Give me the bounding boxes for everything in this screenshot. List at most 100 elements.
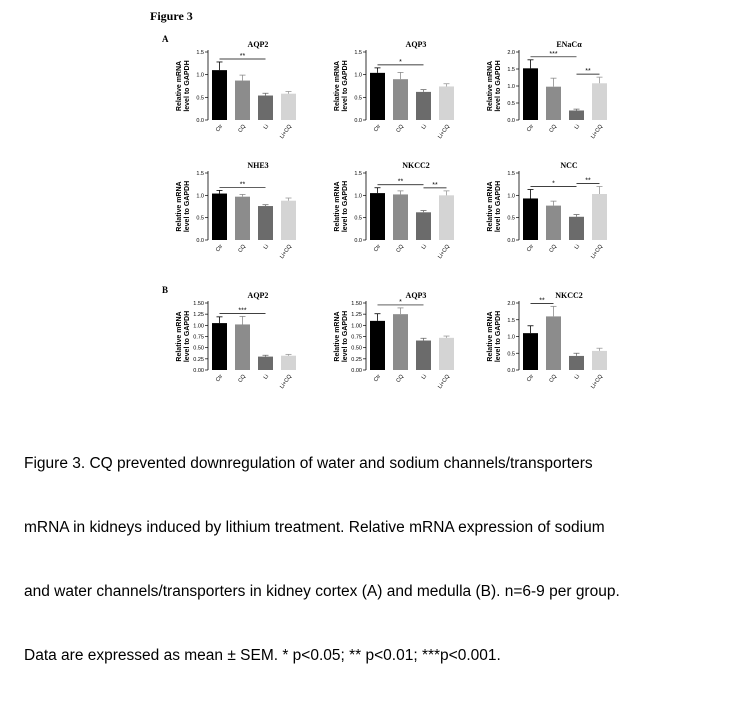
y-tick-label: 1.0: [507, 335, 515, 341]
y-tick-label: 0.25: [193, 357, 204, 363]
significance-label: **: [539, 297, 545, 304]
y-tick-label: 1.5: [196, 171, 204, 177]
y-axis-label-line-1: Relative mRNA: [334, 181, 341, 231]
y-tick-label: 1.0: [196, 73, 204, 79]
y-axis-label-line-2: level to GAPDH: [342, 60, 349, 111]
chart-title: NKCC2: [555, 291, 583, 300]
x-tick-label: CQ: [548, 373, 558, 384]
y-tick-label: 0.0: [354, 238, 362, 244]
bar-cq: [393, 194, 408, 240]
y-tick-label: 1.5: [196, 50, 204, 56]
chart-title: NCC: [560, 161, 578, 170]
significance-label: **: [398, 179, 404, 186]
y-axis-label: Relative mRNAlevel to GAPDH: [176, 181, 191, 232]
chart-title: NHE3: [247, 161, 268, 170]
bar-cq: [235, 196, 250, 240]
bar-li-cq: [439, 195, 454, 240]
y-tick-label: 0.00: [193, 368, 204, 374]
y-tick-label: 0.0: [507, 368, 515, 374]
y-axis-label: Relative mRNAlevel to GAPDH: [334, 311, 349, 362]
y-tick-label: 1.0: [507, 84, 515, 90]
y-axis-label-line-2: level to GAPDH: [184, 60, 191, 111]
x-tick-label: Li+CQ: [590, 123, 604, 140]
bar-li-cq: [592, 193, 607, 240]
x-tick-label: Ctr: [526, 124, 535, 134]
bar-li-cq: [439, 86, 454, 120]
y-axis-label: Relative mRNAlevel to GAPDH: [176, 60, 191, 111]
y-tick-label: 2.0: [507, 301, 515, 307]
x-tick-label: Li: [421, 374, 428, 381]
y-axis-label-line-2: level to GAPDH: [495, 60, 502, 111]
y-tick-label: 0.75: [351, 335, 362, 341]
y-tick-label: 1.5: [354, 171, 362, 177]
chart-title: AQP2: [248, 291, 269, 300]
bar-li: [569, 216, 584, 240]
bar-ctr: [370, 320, 385, 370]
x-tick-label: CQ: [548, 123, 558, 134]
y-tick-label: 0.5: [507, 216, 515, 222]
bar-cq: [235, 80, 250, 120]
y-axis-label: Relative mRNAlevel to GAPDH: [487, 60, 502, 111]
x-tick-label: Ctr: [215, 374, 224, 384]
bar-li-cq: [439, 337, 454, 370]
x-tick-label: Li: [263, 244, 270, 251]
x-tick-label: Li: [574, 124, 581, 131]
caption-line-1: Figure 3. CQ prevented downregulation of…: [24, 455, 593, 472]
y-axis-label: Relative mRNAlevel to GAPDH: [487, 311, 502, 362]
y-axis-label-line-1: Relative mRNA: [176, 181, 183, 231]
y-tick-label: 0.0: [507, 238, 515, 244]
bar-cq: [393, 79, 408, 120]
bar-ctr: [523, 198, 538, 240]
bar-cq: [393, 314, 408, 370]
x-tick-label: Li+CQ: [590, 373, 604, 390]
y-axis-label-line-1: Relative mRNA: [176, 61, 183, 111]
bar-li: [416, 91, 431, 120]
y-tick-label: 0.00: [351, 368, 362, 374]
chart-title: AQP2: [248, 40, 269, 49]
chart-1: AQP2 Relative mRNAlevel to GAPDH 0.0 0.5 1.0…: [176, 40, 296, 140]
y-axis-label-line-1: Relative mRNA: [176, 311, 183, 361]
chart-4: NHE3 Relative mRNAlevel to GAPDH 0.0 0.5 1.0…: [176, 161, 296, 260]
y-tick-label: 1.25: [351, 312, 362, 318]
x-tick-label: Li+CQ: [590, 243, 604, 260]
bar-cq: [235, 324, 250, 370]
x-tick-label: CQ: [395, 123, 405, 134]
x-tick-label: CQ: [237, 123, 247, 134]
chart-5: NKCC2 Relative mRNAlevel to GAPDH 0.0 0.5 1.…: [334, 161, 454, 260]
bar-ctr: [370, 193, 385, 240]
significance-label: ***: [549, 51, 557, 58]
bar-cq: [546, 316, 561, 370]
chart-9: NKCC2 Relative mRNAlevel to GAPDH 0.0 0.5 1.…: [487, 291, 607, 390]
caption-line-2: mRNA in kidneys induced by lithium treat…: [24, 519, 605, 536]
significance-label: **: [240, 53, 246, 60]
bar-li: [569, 110, 584, 120]
y-tick-label: 0.5: [354, 216, 362, 222]
y-tick-label: 0.5: [196, 95, 204, 101]
x-tick-label: Li+CQ: [437, 123, 451, 140]
y-tick-label: 0.0: [196, 118, 204, 124]
x-tick-label: Li+CQ: [279, 123, 293, 140]
bar-li-cq: [281, 93, 296, 120]
significance-label: **: [432, 182, 438, 189]
x-tick-label: CQ: [395, 243, 405, 254]
panel-label-a: A: [162, 34, 169, 44]
y-tick-label: 1.50: [193, 301, 204, 307]
bar-li: [569, 355, 584, 370]
x-tick-label: Li: [263, 374, 270, 381]
bar-cq: [546, 86, 561, 120]
x-tick-label: Ctr: [373, 244, 382, 254]
y-tick-label: 1.0: [354, 73, 362, 79]
bar-li-cq: [281, 355, 296, 370]
y-tick-label: 0.5: [507, 101, 515, 107]
bar-ctr: [212, 323, 227, 370]
y-axis-label-line-2: level to GAPDH: [342, 181, 349, 232]
bar-ctr: [212, 193, 227, 240]
figure-caption: Figure 3. CQ prevented downregulation of…: [24, 416, 754, 704]
y-axis-label-line-2: level to GAPDH: [184, 181, 191, 232]
x-tick-label: Li: [574, 244, 581, 251]
chart-title: AQP3: [406, 291, 427, 300]
y-axis-label: Relative mRNAlevel to GAPDH: [334, 60, 349, 111]
y-tick-label: 0.75: [193, 335, 204, 341]
y-tick-label: 0.0: [354, 118, 362, 124]
